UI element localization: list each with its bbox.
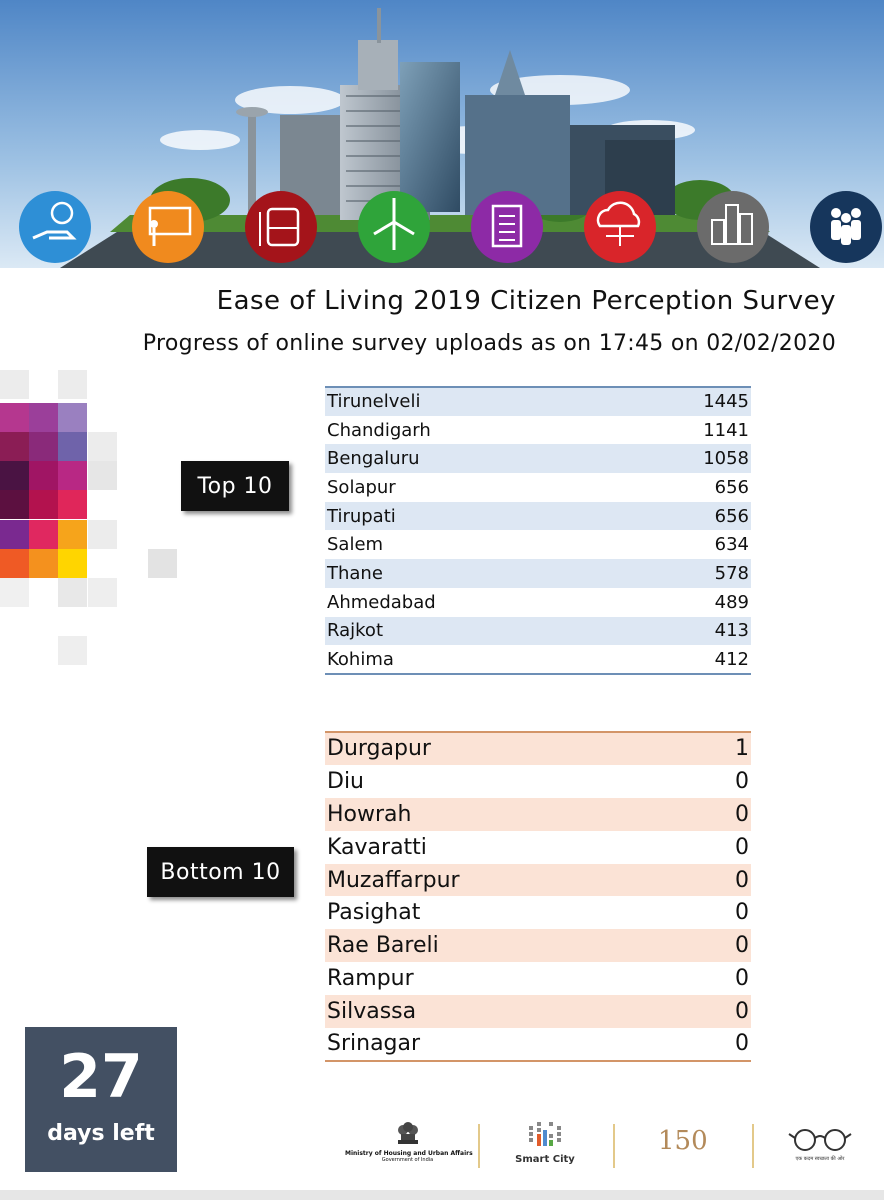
days-left-label: days left <box>47 1121 155 1146</box>
logo-divider <box>613 1124 615 1168</box>
table-row: Kavaratti 0 <box>325 831 751 864</box>
table-row: Thane 578 <box>325 559 751 588</box>
city-name: Kavaratti <box>327 834 427 860</box>
city-name: Chandigarh <box>327 419 431 441</box>
city-name: Rae Bareli <box>327 933 439 959</box>
city-name: Rajkot <box>327 620 383 642</box>
upload-count: 1 <box>735 736 749 762</box>
table-row: Rajkot 413 <box>325 616 751 646</box>
table-row: Howrah 0 <box>325 797 751 831</box>
bus-icon <box>245 191 317 263</box>
table-row: Rae Bareli 0 <box>325 929 751 963</box>
city-name: Tirunelveli <box>327 391 421 413</box>
city-name: Muzaffarpur <box>327 867 460 893</box>
upload-count: 0 <box>735 999 749 1025</box>
upload-count: 1058 <box>703 448 749 470</box>
city-name: Kohima <box>327 648 394 670</box>
smart-city-logo: Smart City <box>510 1120 580 1170</box>
spectacles-icon <box>788 1129 852 1151</box>
upload-count: 656 <box>714 476 749 498</box>
swachh-bharat-logo: एक कदम स्वच्छता की ओर <box>785 1126 855 1170</box>
table-row: Pasighat 0 <box>325 896 751 929</box>
ministry-name: Ministry of Housing and Urban Affairs <box>345 1150 473 1157</box>
table-row: Tirupati 656 <box>325 501 751 531</box>
city-name: Thane <box>327 562 383 584</box>
table-row: Bengaluru 1058 <box>325 444 751 474</box>
people-group-icon <box>810 191 882 263</box>
emblem-icon <box>397 1122 418 1144</box>
upload-count: 0 <box>735 801 749 827</box>
city-name: Ahmedabad <box>327 591 436 613</box>
table-row: Ahmedabad 489 <box>325 588 751 617</box>
city-name: Srinagar <box>327 1031 421 1057</box>
table-row: Rampur 0 <box>325 962 751 995</box>
anniversary-logo: 150 <box>658 1126 728 1166</box>
city-name: Diu <box>327 768 364 794</box>
upload-count: 0 <box>735 900 749 926</box>
upload-count: 1141 <box>703 419 749 441</box>
smart-city-mark-icon <box>529 1122 561 1146</box>
table-row: Solapur 656 <box>325 473 751 502</box>
city-name: Bengaluru <box>327 448 420 470</box>
table-row: Tirunelveli 1445 <box>325 387 751 416</box>
upload-count: 0 <box>735 1031 749 1057</box>
upload-count: 656 <box>714 505 749 527</box>
table-row: Silvassa 0 <box>325 995 751 1029</box>
anniversary-number: 150 <box>658 1126 708 1156</box>
upload-count: 0 <box>735 966 749 992</box>
city-name: Salem <box>327 534 384 556</box>
bottom10-label: Bottom 10 <box>147 847 294 897</box>
table-row: Salem 634 <box>325 530 751 559</box>
upload-count: 413 <box>714 620 749 642</box>
city-name: Tirupati <box>327 505 396 527</box>
logo-divider <box>752 1124 754 1168</box>
upload-count: 0 <box>735 768 749 794</box>
bottom10-table: Durgapur 1 Diu 0 Howrah 0 Kavaratti 0 Muzaff… <box>325 731 751 1062</box>
city-name: Rampur <box>327 966 414 992</box>
cloud-network-icon <box>584 191 656 263</box>
money-hand-icon <box>19 191 91 263</box>
upload-count: 0 <box>735 933 749 959</box>
top10-label: Top 10 <box>181 461 289 511</box>
table-row: Diu 0 <box>325 765 751 798</box>
banner-icons <box>19 191 882 263</box>
city-name: Silvassa <box>327 999 417 1025</box>
page-subtitle: Progress of online survey uploads as on … <box>142 331 836 356</box>
table-row: Muzaffarpur 0 <box>325 863 751 897</box>
table-row: Kohima 412 <box>325 645 751 674</box>
logo-divider <box>478 1124 480 1168</box>
header-banner <box>0 0 884 268</box>
upload-count: 578 <box>714 562 749 584</box>
page-title: Ease of Living 2019 Citizen Perception S… <box>216 286 836 316</box>
document-list-icon <box>471 191 543 263</box>
upload-count: 489 <box>714 591 749 613</box>
table-row: Srinagar 0 <box>325 1028 751 1061</box>
ministry-logo: Ministry of Housing and Urban Affairs Go… <box>345 1118 473 1170</box>
city-name: Pasighat <box>327 900 421 926</box>
days-left-number: 27 <box>59 1042 143 1112</box>
upload-count: 0 <box>735 867 749 893</box>
upload-count: 0 <box>735 834 749 860</box>
ministry-govt: Government of India <box>381 1157 434 1163</box>
smart-city-name: Smart City <box>515 1154 575 1165</box>
table-row: Durgapur 1 <box>325 732 751 765</box>
teacher-board-icon <box>132 191 204 263</box>
table-row: Chandigarh 1141 <box>325 416 751 445</box>
city-name: Howrah <box>327 801 412 827</box>
days-left-badge: 27 days left <box>25 1027 177 1172</box>
city-name: Solapur <box>327 476 396 498</box>
swachh-tagline: एक कदम स्वच्छता की ओर <box>795 1156 845 1162</box>
upload-count: 634 <box>714 534 749 556</box>
city-name: Durgapur <box>327 736 431 762</box>
city-buildings-icon <box>697 191 769 263</box>
wind-turbine-icon <box>358 191 430 263</box>
upload-count: 412 <box>714 648 749 670</box>
top10-table: Tirunelveli 1445 Chandigarh 1141 Bengaluru… <box>325 386 751 675</box>
bottom-bar <box>0 1190 884 1200</box>
upload-count: 1445 <box>703 391 749 413</box>
